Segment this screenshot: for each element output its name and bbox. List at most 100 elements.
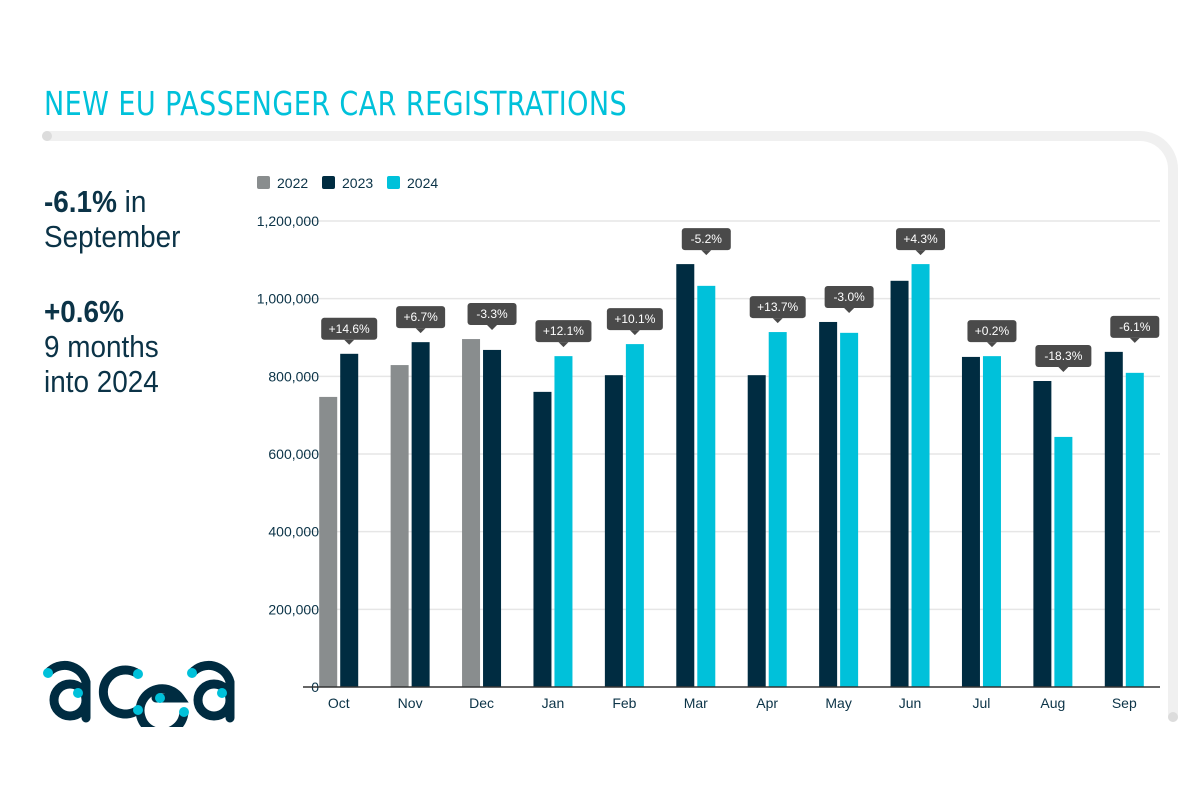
- legend-swatch-2023: [322, 176, 335, 189]
- bar-apr-2024: [768, 332, 787, 687]
- x-tick-label: Jul: [973, 695, 991, 711]
- y-tick-label: 800,000: [268, 368, 319, 384]
- bar-dec-2022: [462, 339, 481, 687]
- bar-jul-2023: [961, 356, 980, 687]
- annotation-label: -18.3%: [1044, 349, 1082, 363]
- x-tick-label: Dec: [469, 695, 494, 711]
- annotation-pointer: [915, 250, 926, 256]
- x-tick-label: Apr: [756, 695, 778, 711]
- kpi-september-label: September: [44, 219, 181, 254]
- annotation-box: [824, 285, 874, 308]
- bar-oct-2022: [319, 396, 338, 687]
- annotation-nov: +6.7%: [396, 306, 446, 334]
- bar-oct-2023: [340, 353, 359, 687]
- bar-nov-2023: [411, 342, 430, 687]
- annotation-box: [321, 317, 378, 340]
- annotation-label: +14.6%: [329, 322, 370, 336]
- acea-logo-icon: [43, 660, 235, 738]
- annotation-box: [1110, 315, 1160, 338]
- annotation-may: -3.0%: [824, 285, 874, 313]
- bar-aug-2023: [1033, 380, 1052, 687]
- annotation-pointer: [772, 318, 783, 324]
- kpi-september: -6.1% in September: [44, 184, 180, 254]
- chart-annotations: +14.6% +6.7% -3.3% +12.1% +10.1% -5.2% +13.7% -…: [321, 228, 1160, 372]
- annotation-box: [606, 308, 663, 331]
- frame-border-right: [1168, 200, 1178, 722]
- annotation-label: +12.1%: [543, 324, 584, 338]
- y-tick-label: 600,000: [268, 446, 319, 462]
- annotation-pointer: [344, 339, 355, 345]
- chart-gridlines: [303, 220, 1160, 611]
- annotation-label: -3.0%: [833, 290, 865, 304]
- annotation-box: [681, 228, 731, 251]
- x-tick-label: Feb: [612, 695, 636, 711]
- x-tick-label: Mar: [684, 695, 708, 711]
- kpi-ytd-value: +0.6%: [44, 294, 124, 329]
- bar-feb-2023: [604, 375, 623, 687]
- bar-may-2023: [819, 321, 838, 687]
- chart-legend: 2022 2023 2024: [257, 175, 438, 191]
- y-tick-label: 1,200,000: [257, 213, 319, 229]
- frame-border-corner: [1100, 131, 1178, 221]
- kpi-ytd-label-1: 9 months: [44, 329, 159, 364]
- bar-sep-2024: [1125, 372, 1144, 687]
- bar-jan-2024: [554, 356, 573, 687]
- annotation-box: [535, 320, 592, 343]
- x-tick-label: Aug: [1040, 695, 1065, 711]
- annotation-label: +13.7%: [757, 300, 798, 314]
- frame-dot-end: [1168, 712, 1178, 722]
- annotation-label: +10.1%: [614, 312, 655, 326]
- y-tick-label: 1,000,000: [257, 291, 319, 307]
- annotation-pointer: [844, 307, 855, 313]
- annotation-feb: +10.1%: [606, 308, 663, 336]
- annotation-oct: +14.6%: [321, 317, 378, 345]
- x-tick-label: Oct: [328, 695, 350, 711]
- kpi-september-inline: in: [116, 184, 147, 219]
- annotation-label: +4.3%: [903, 232, 938, 246]
- annotation-aug: -18.3%: [1035, 344, 1092, 372]
- annotation-jan: +12.1%: [535, 320, 592, 348]
- kpi-ytd: +0.6% 9 months into 2024: [44, 294, 159, 399]
- annotation-label: +0.2%: [975, 324, 1010, 338]
- bar-sep-2023: [1104, 351, 1123, 687]
- annotation-box: [896, 228, 946, 251]
- annotation-jul: +0.2%: [967, 320, 1017, 348]
- bar-jun-2024: [911, 264, 930, 687]
- annotation-pointer: [1129, 337, 1140, 343]
- kpi-september-value: -6.1%: [44, 184, 117, 219]
- annotation-apr: +13.7%: [749, 296, 806, 324]
- legend-label-2023: 2023: [342, 175, 373, 191]
- annotation-pointer: [415, 328, 426, 334]
- frame-border-top: [42, 131, 1132, 141]
- y-tick-label: 200,000: [268, 601, 319, 617]
- legend-swatch-2024: [387, 176, 400, 189]
- x-axis-ticks: Oct Nov Dec Jan Feb Mar Apr May Jun Jul Aug Sep: [328, 695, 1137, 711]
- annotation-label: +6.7%: [403, 310, 438, 324]
- frame-dot-start: [42, 131, 52, 141]
- annotation-sep: -6.1%: [1110, 315, 1160, 343]
- bar-apr-2023: [747, 375, 766, 687]
- annotation-pointer: [487, 325, 498, 331]
- annotation-label: -5.2%: [691, 232, 723, 246]
- bar-nov-2022: [390, 365, 409, 687]
- bar-feb-2024: [625, 344, 644, 687]
- x-tick-label: Sep: [1112, 695, 1137, 711]
- bar-jan-2023: [533, 391, 552, 687]
- x-tick-label: May: [825, 695, 851, 711]
- legend-label-2024: 2024: [407, 175, 438, 191]
- annotation-box: [1035, 344, 1092, 367]
- annotation-box: [467, 303, 517, 326]
- bar-dec-2023: [483, 349, 502, 687]
- chart-bars: [319, 264, 1144, 687]
- annotation-pointer: [986, 342, 997, 348]
- annotation-pointer: [1058, 366, 1069, 372]
- annotation-box: [396, 306, 446, 329]
- annotation-pointer: [629, 330, 640, 336]
- page-title: NEW EU PASSENGER CAR REGISTRATIONS: [44, 84, 628, 123]
- annotation-box: [967, 320, 1017, 343]
- bar-jun-2023: [890, 280, 909, 687]
- x-tick-label: Jan: [542, 695, 565, 711]
- annotation-label: -3.3%: [476, 307, 508, 321]
- legend-label-2022: 2022: [277, 175, 308, 191]
